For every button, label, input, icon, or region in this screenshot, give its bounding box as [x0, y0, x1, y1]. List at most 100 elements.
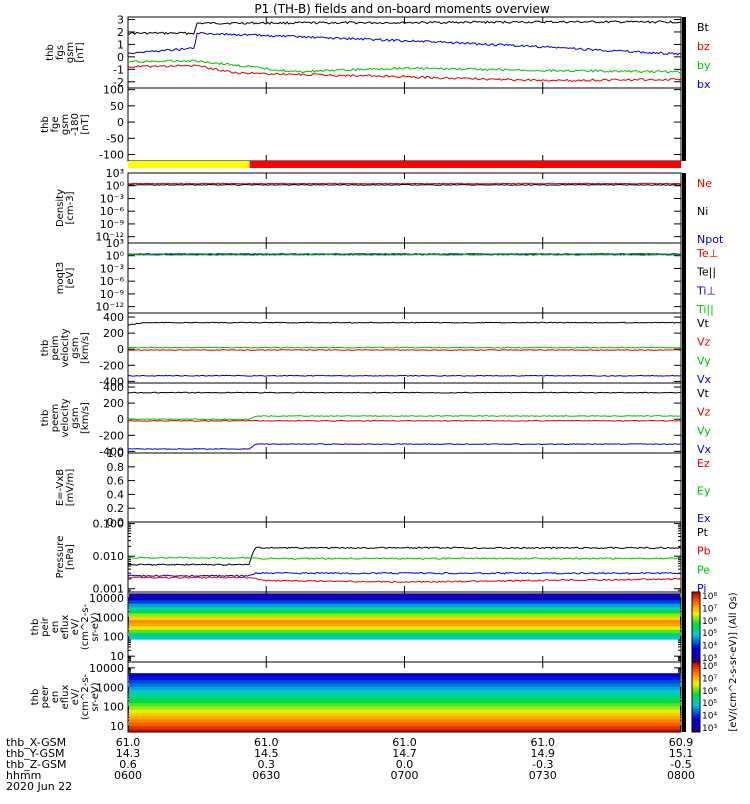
panel-peem: 400 200 0 -200 -400 thb peem velocity gsm [km/s] V…	[40, 381, 712, 458]
energy-band	[129, 603, 680, 607]
colorbar-cell	[692, 649, 700, 652]
y-tick-label: 1000	[96, 611, 124, 624]
y-tick-label: 0.100	[93, 518, 125, 531]
y-axis-label: [nPa]	[65, 544, 76, 570]
panel-edge-bar	[682, 243, 686, 313]
y-tick-label: 1.0	[107, 447, 125, 460]
plot-title: P1 (TH-B) fields and on-board moments ov…	[254, 2, 550, 16]
colorbar-cell	[692, 719, 700, 722]
energy-band	[129, 606, 680, 611]
series-pressure-Pi	[127, 571, 682, 578]
colorbar-tick-label: 10⁸	[702, 592, 717, 602]
colorbar-cell	[692, 653, 700, 656]
panel-frame	[127, 87, 682, 162]
colorbar-cell	[692, 599, 700, 602]
y-axis-label: thb	[45, 44, 56, 61]
energy-band	[129, 679, 680, 684]
x-tick-label: 14.7	[392, 747, 417, 760]
colorbar-cell	[692, 691, 700, 694]
y-axis-label: gsm	[65, 42, 76, 63]
y-axis-label: -180	[70, 113, 81, 136]
y-tick-label: 10	[110, 650, 124, 663]
mode-bar-segment	[249, 161, 681, 168]
y-axis-label: [eV]	[65, 268, 76, 289]
y-tick-label: 0	[117, 116, 124, 129]
colorbar-cell	[692, 728, 700, 731]
panel-edge-bar	[682, 522, 686, 592]
y-axis-label: [km/s]	[80, 332, 91, 364]
y-tick-label: 10	[110, 720, 124, 733]
legend-entry: Ey	[697, 485, 711, 498]
y-tick-label: 200	[103, 327, 124, 340]
series-peem-Vz	[127, 419, 682, 422]
legend-entry: by	[697, 59, 711, 72]
legend-entry: Ti||	[696, 303, 714, 316]
y-axis-label: thb	[30, 689, 41, 706]
y-tick-label: 10000	[89, 592, 124, 605]
panel-pressure: 0.100 0.010 0.001 Pressure [nPa] Pt Pb Pe Pi	[55, 518, 711, 596]
x-tick-label: 61.0	[531, 736, 556, 749]
colorbar-cell	[692, 669, 700, 672]
colorbar-cell	[692, 627, 700, 630]
y-axis-label: fge	[50, 116, 61, 132]
legend-entry: bz	[697, 40, 710, 53]
y-tick-label: 0.8	[107, 461, 125, 474]
colorbar-cell	[692, 625, 700, 628]
energy-band	[129, 635, 680, 640]
colorbar-cell	[692, 604, 700, 607]
y-tick-label: 0.0	[107, 516, 125, 529]
spectrogram-peir	[127, 591, 682, 663]
colorbar-tick-label: 10⁴	[702, 712, 717, 722]
colorbar-cell	[692, 693, 700, 696]
panel-frame	[127, 521, 682, 593]
colorbar-cell	[692, 634, 700, 637]
panel-peim: 400 200 0 -200 -400 thb peim velocity gsm [km/s] V…	[40, 311, 712, 388]
colorbar-cell	[692, 593, 700, 596]
y-axis-label: en	[50, 621, 61, 634]
y-tick-label: 1	[117, 38, 124, 51]
colorbar-cell	[692, 677, 700, 680]
energy-band	[129, 709, 680, 713]
energy-band	[129, 629, 680, 634]
energy-band	[129, 692, 680, 697]
y-axis-label: peer	[40, 685, 51, 709]
y-axis-label: (cm^2-s-	[80, 603, 91, 650]
series-density-Ni	[127, 183, 682, 186]
series-peem-Vt	[127, 391, 682, 394]
legend-entry: Pb	[697, 545, 711, 558]
colorbar-label: [eV/(cm^2-s-sr-eV)] (All Qs)	[728, 592, 739, 731]
x-row-label: thb_Y-GSM	[6, 747, 65, 760]
colorbar-cell	[692, 600, 700, 603]
colorbar-cell	[692, 609, 700, 612]
colorbar-cell	[692, 681, 700, 684]
colorbar-cell	[692, 726, 700, 729]
y-axis-label: eflux	[60, 615, 71, 640]
y-tick-label: 10⁻¹²	[95, 301, 124, 314]
y-axis-label: sr-eV)	[90, 682, 101, 711]
x-tick-label: 61.0	[254, 736, 279, 749]
energy-band	[129, 619, 680, 624]
colorbar-cell	[692, 700, 700, 703]
colorbar-tick-label: 10³	[702, 654, 717, 664]
legend-entry: Ni	[697, 205, 708, 218]
legend-entry: bx	[697, 78, 711, 91]
energy-band	[129, 689, 680, 694]
colorbar-cell	[692, 637, 700, 640]
y-tick-label: -100	[99, 149, 124, 162]
x-tick-label: 0700	[391, 769, 419, 782]
legend-entry: Vx	[697, 443, 712, 456]
panel-edge-bar	[682, 17, 686, 88]
colorbar-cell	[692, 704, 700, 707]
energy-band	[129, 702, 680, 707]
colorbar-cell	[692, 712, 700, 715]
colorbar-cell	[692, 674, 700, 677]
y-tick-label: 1000	[96, 681, 124, 694]
y-tick-label: 0.6	[107, 475, 125, 488]
y-axis-label: [km/s]	[80, 402, 91, 434]
legend-entry: Vt	[697, 387, 710, 400]
colorbar-cell	[692, 684, 700, 687]
y-tick-label: 10³	[106, 167, 124, 180]
y-tick-label: 0	[117, 343, 124, 356]
